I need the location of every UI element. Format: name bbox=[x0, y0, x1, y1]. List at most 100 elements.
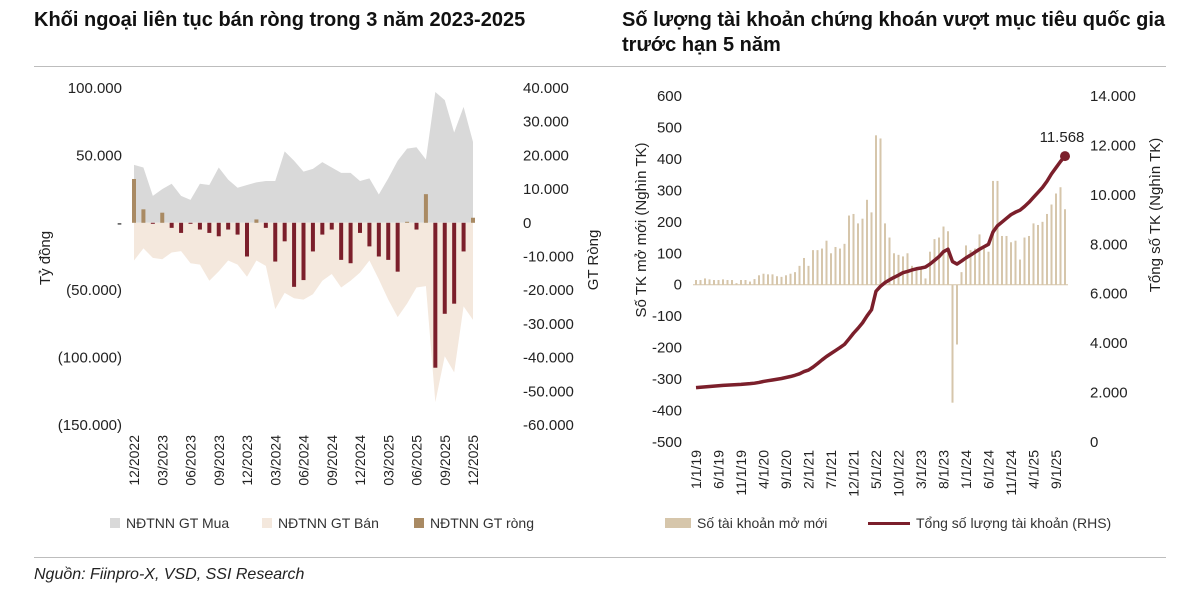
y2-axis-label: GT Ròng bbox=[585, 230, 602, 291]
x-tick: 03/2025 bbox=[380, 435, 396, 486]
left-y-tick: 100 bbox=[657, 245, 682, 262]
right-chart-title: Số lượng tài khoản chứng khoán vượt mục … bbox=[622, 9, 1166, 56]
x-tick: 10/1/22 bbox=[891, 450, 907, 497]
left-y-tick: 600 bbox=[657, 88, 682, 105]
net-bar bbox=[188, 222, 193, 224]
x-tick: 12/2023 bbox=[239, 435, 255, 486]
new-accounts-bar bbox=[1059, 187, 1062, 285]
x-tick: 6/1/24 bbox=[981, 450, 997, 489]
new-accounts-bar bbox=[749, 281, 751, 285]
new-accounts-bar bbox=[987, 251, 990, 285]
x-tick: 3/1/23 bbox=[913, 450, 929, 489]
new-accounts-bar bbox=[920, 269, 922, 285]
new-accounts-bar bbox=[812, 250, 814, 285]
last-value-annotation: 11.568 bbox=[1040, 129, 1085, 146]
right-y2-tick: 20.000 bbox=[523, 147, 569, 164]
net-bar bbox=[405, 221, 410, 223]
buy-area bbox=[134, 92, 473, 223]
right-y2-tick: 40.000 bbox=[523, 80, 569, 97]
legend-item-total-accounts: Tổng số lượng tài khoản (RHS) bbox=[868, 515, 1111, 531]
new-accounts-bar bbox=[974, 248, 976, 285]
new-accounts-bar bbox=[924, 278, 927, 285]
new-accounts-bar bbox=[758, 275, 760, 285]
net-bar bbox=[395, 222, 400, 272]
last-point-marker bbox=[1060, 151, 1070, 162]
net-bar bbox=[141, 209, 146, 223]
legend-label-net: NĐTNN GT ròng bbox=[430, 515, 534, 531]
x-tick: 1/1/24 bbox=[958, 450, 974, 489]
new-accounts-bar bbox=[776, 276, 778, 285]
net-bar bbox=[292, 222, 297, 287]
new-accounts-bar bbox=[735, 283, 738, 285]
legend-item-sell: NĐTNN GT Bán bbox=[262, 515, 379, 531]
new-accounts-bar bbox=[717, 280, 720, 285]
new-accounts-bar bbox=[1014, 240, 1017, 285]
left-y-tick: 100.000 bbox=[68, 80, 122, 97]
net-bar bbox=[245, 222, 249, 257]
left-y-tick: 400 bbox=[657, 151, 682, 168]
new-accounts-bar bbox=[938, 237, 940, 285]
x-tick: 11/1/24 bbox=[1003, 450, 1019, 496]
y-axis-label: Số TK mở mới (Nghìn TK) bbox=[633, 143, 650, 318]
legend-swatch-new-accounts bbox=[665, 518, 691, 528]
left-y-tick: -400 bbox=[652, 403, 682, 420]
new-accounts-bar bbox=[906, 253, 909, 285]
new-accounts-bar bbox=[834, 246, 837, 285]
right-y2-tick: 12.000 bbox=[1090, 137, 1136, 154]
x-tick: 11/1/19 bbox=[733, 450, 749, 496]
net-bar bbox=[442, 222, 447, 314]
new-accounts-bar bbox=[978, 234, 981, 285]
net-bar bbox=[273, 222, 278, 262]
right-y2-tick: -20.000 bbox=[523, 282, 574, 299]
new-accounts-bar bbox=[816, 250, 819, 285]
new-accounts-bar bbox=[866, 199, 868, 285]
right-y2-tick: -60.000 bbox=[523, 417, 574, 434]
right-y2-tick: -50.000 bbox=[523, 383, 574, 400]
net-bar bbox=[310, 222, 315, 252]
left-y-tick: 500 bbox=[657, 119, 682, 136]
legend-label-sell: NĐTNN GT Bán bbox=[278, 515, 379, 531]
new-accounts-bar bbox=[740, 280, 742, 285]
legend-label-buy: NĐTNN GT Mua bbox=[126, 515, 230, 531]
x-tick: 12/2022 bbox=[126, 435, 142, 486]
net-bar bbox=[471, 217, 475, 223]
net-bar bbox=[329, 222, 334, 230]
x-tick: 6/1/19 bbox=[711, 450, 727, 489]
net-bar bbox=[235, 222, 240, 235]
x-tick: 12/2025 bbox=[465, 435, 481, 486]
x-tick: 2/1/21 bbox=[801, 450, 817, 489]
net-bar bbox=[179, 222, 184, 233]
x-tick: 12/2024 bbox=[352, 435, 368, 486]
left-y-tick: 300 bbox=[657, 182, 682, 199]
left-y-tick: 0 bbox=[674, 277, 682, 294]
new-accounts-bar bbox=[789, 273, 792, 285]
x-tick: 8/1/23 bbox=[936, 450, 952, 489]
net-bar bbox=[197, 222, 202, 230]
x-tick: 5/1/22 bbox=[868, 450, 884, 489]
net-bar bbox=[226, 222, 231, 230]
new-accounts-bar bbox=[1005, 235, 1008, 285]
left-y-tick: 50.000 bbox=[76, 147, 122, 164]
new-accounts-bar bbox=[731, 280, 733, 285]
net-bar bbox=[207, 222, 212, 233]
net-bar bbox=[301, 222, 306, 281]
new-accounts-bar bbox=[857, 223, 859, 285]
new-accounts-bar bbox=[879, 138, 882, 285]
new-accounts-bar bbox=[722, 279, 724, 285]
source-note: Nguồn: Fiinpro-X, VSD, SSI Research bbox=[34, 566, 305, 583]
new-accounts-bar bbox=[744, 280, 747, 285]
legend-swatch-sell bbox=[262, 518, 272, 528]
new-accounts-bar bbox=[969, 250, 972, 285]
right-y2-tick: -10.000 bbox=[523, 249, 574, 266]
new-accounts-bar bbox=[825, 240, 828, 285]
right-y2-tick: 8.000 bbox=[1090, 236, 1128, 253]
new-accounts-bar bbox=[965, 245, 967, 285]
right-y2-tick: 30.000 bbox=[523, 114, 569, 131]
legend-label-total-accounts: Tổng số lượng tài khoản (RHS) bbox=[916, 515, 1112, 531]
x-tick: 09/2023 bbox=[211, 435, 227, 486]
left-y-tick: 200 bbox=[657, 214, 682, 231]
new-accounts-bar bbox=[1023, 237, 1026, 285]
right-y2-tick: 14.000 bbox=[1090, 88, 1136, 105]
new-accounts-bar bbox=[956, 284, 958, 345]
